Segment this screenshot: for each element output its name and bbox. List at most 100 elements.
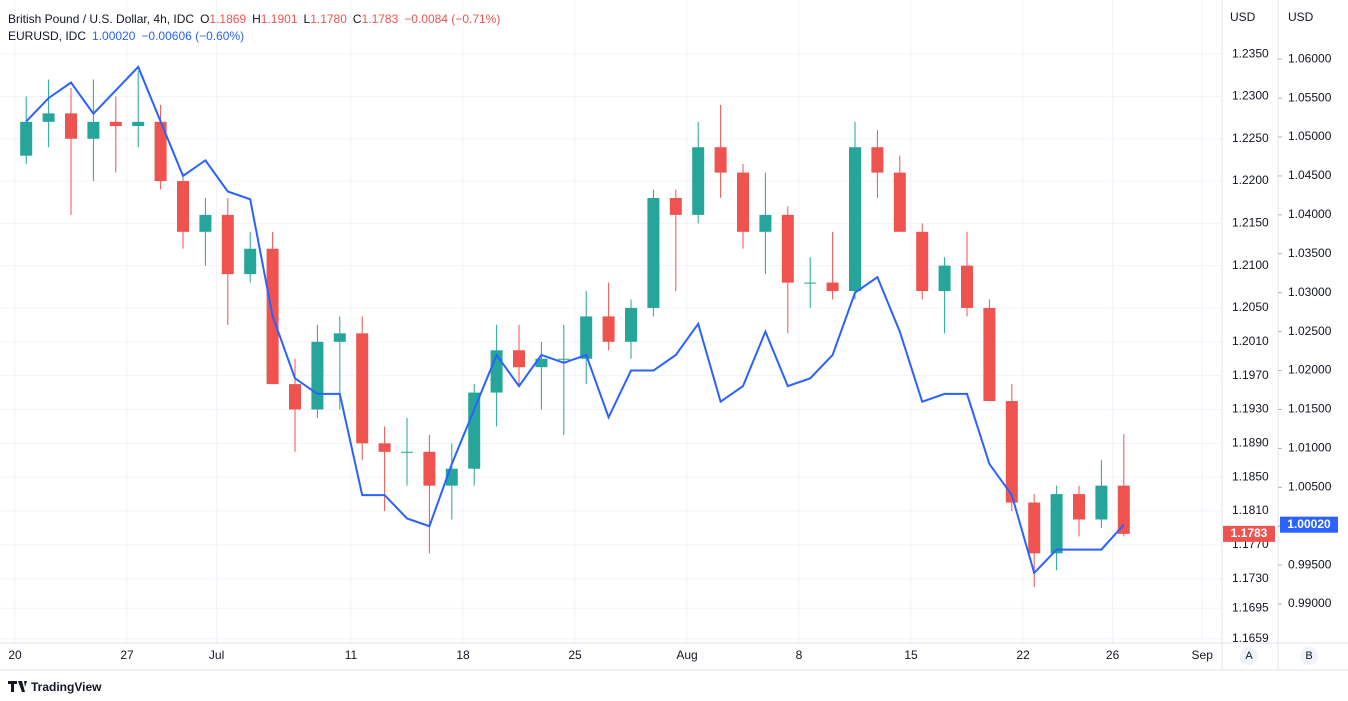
candle-body xyxy=(557,358,570,360)
y-tick-label: 1.1810 xyxy=(1232,503,1269,517)
x-tick-label: 22 xyxy=(1016,648,1030,662)
x-tick-label: 15 xyxy=(904,648,918,662)
candle-body xyxy=(378,443,391,452)
legend-symbol: British Pound / U.S. Dollar, 4h, IDC xyxy=(8,12,194,26)
candle-body xyxy=(154,121,167,182)
brand: TradingView xyxy=(31,680,102,694)
candle-body xyxy=(669,197,682,215)
candle-body xyxy=(1050,494,1063,554)
candle-body xyxy=(132,121,145,127)
scale-button-label[interactable]: B xyxy=(1305,650,1312,662)
candle-body xyxy=(692,147,705,215)
y-tick-label: 1.1970 xyxy=(1232,368,1269,382)
candle-body xyxy=(714,147,727,173)
legend-row: British Pound / U.S. Dollar, 4h, IDC O1.1… xyxy=(8,12,500,26)
y-tick-label: 1.1850 xyxy=(1232,469,1269,483)
candle-body xyxy=(244,248,257,275)
x-tick-label: 18 xyxy=(456,648,470,662)
candle-body xyxy=(961,265,973,308)
legend-ohlc-value: 1.1783 xyxy=(362,12,399,26)
y-tick-label: 1.2300 xyxy=(1232,89,1269,103)
y2-tick-label: 1.01000 xyxy=(1288,441,1332,455)
y-tick-label: 1.2010 xyxy=(1232,334,1269,348)
candle-body xyxy=(221,214,234,275)
x-tick-label: 11 xyxy=(345,648,358,662)
legend-ohlc-value: 1.1869 xyxy=(209,12,246,26)
candle-body xyxy=(311,341,324,410)
candle-body xyxy=(781,214,794,283)
legend-symbol: EURUSD, IDC xyxy=(8,29,86,43)
axis-unit: USD xyxy=(1288,10,1314,24)
candle-body xyxy=(177,181,189,232)
candle-body xyxy=(87,121,100,139)
y2-tick-label: 1.04500 xyxy=(1288,168,1332,182)
legend-change: −0.0084 (−0.71%) xyxy=(404,12,500,26)
marks xyxy=(20,65,1130,588)
y2-tick-label: 1.01500 xyxy=(1288,402,1332,416)
legend-change: −0.00606 (−0.60%) xyxy=(141,29,244,43)
candle-body xyxy=(871,147,884,173)
legend-ohlc-key: O xyxy=(200,12,209,26)
candle-body xyxy=(513,350,525,368)
y2-tick-label: 1.02000 xyxy=(1288,363,1332,377)
candle-body xyxy=(849,147,861,292)
ticks: 1.2350 1.2300 1.2250 1.2200 1.2150 1.2100 1.20… xyxy=(8,46,1338,662)
y-tick-label: 1.1890 xyxy=(1232,436,1269,450)
grid xyxy=(0,0,1222,643)
scale-button-label[interactable]: A xyxy=(1245,650,1253,662)
scale-button[interactable] xyxy=(1300,647,1318,665)
candle-body xyxy=(356,333,369,444)
candle-body xyxy=(647,197,660,308)
y-tick-label: 1.2050 xyxy=(1232,300,1269,314)
x-tick-label: 27 xyxy=(120,648,134,662)
y-tick-label: 1.1695 xyxy=(1232,600,1269,614)
x-tick-label: Jul xyxy=(209,648,224,662)
line-series xyxy=(25,65,1125,575)
candle-body xyxy=(759,214,772,232)
last-price-label: 1.1783 xyxy=(1231,526,1268,540)
y-tick-label: 1.2250 xyxy=(1232,131,1269,145)
candle-body xyxy=(401,451,413,453)
y2-tick-label: 1.05000 xyxy=(1288,129,1332,143)
y-tick-label: 1.2200 xyxy=(1232,173,1269,187)
candle-body xyxy=(199,214,212,232)
last-price-tag xyxy=(1223,525,1275,542)
legend-ohlc-key: L xyxy=(304,12,311,26)
candle-body xyxy=(737,172,749,232)
legend-ohlc-value: 1.1901 xyxy=(261,12,298,26)
candle-body xyxy=(20,121,33,156)
last-price-label: 1.00020 xyxy=(1287,517,1331,531)
candle-body xyxy=(1028,502,1041,554)
x-tick-label: 26 xyxy=(1106,648,1120,662)
candle-body xyxy=(916,231,929,292)
y2-tick-label: 1.03500 xyxy=(1288,246,1332,260)
y2-tick-label: 1.03000 xyxy=(1288,285,1332,299)
candle-body xyxy=(1095,485,1108,520)
y-tick-label: 1.2100 xyxy=(1232,258,1269,272)
y2-tick-label: 1.00500 xyxy=(1288,479,1332,493)
scale-button[interactable] xyxy=(1240,647,1258,665)
candle-body xyxy=(65,113,77,139)
legend-ohlc-key: H xyxy=(252,12,261,26)
y2-tick-label: 1.02500 xyxy=(1288,324,1332,338)
y-tick-label: 1.1659 xyxy=(1232,631,1269,645)
x-tick-label: 25 xyxy=(568,648,582,662)
y-tick-label: 1.1930 xyxy=(1232,402,1269,416)
y2-tick-label: 0.99500 xyxy=(1288,557,1332,571)
candle-body xyxy=(333,333,346,342)
x-tick-label: Sep xyxy=(1192,648,1214,662)
candle-body xyxy=(804,282,817,284)
candle-body xyxy=(1005,401,1018,503)
x-tick-label: Aug xyxy=(676,648,697,662)
legend-ohlc-key: C xyxy=(353,12,362,26)
candle-body xyxy=(289,384,301,410)
candle-body xyxy=(468,392,481,469)
axis-unit: USD xyxy=(1230,10,1256,24)
candle-body xyxy=(423,451,436,486)
candle-body xyxy=(580,316,593,359)
y2-tick-label: 1.06000 xyxy=(1288,51,1332,65)
candle-body xyxy=(826,282,839,292)
y-tick-label: 1.2150 xyxy=(1232,216,1269,230)
